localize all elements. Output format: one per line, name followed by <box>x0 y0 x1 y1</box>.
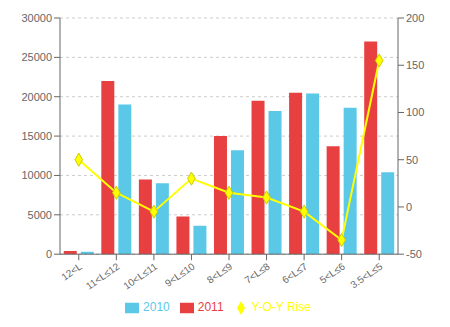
svg-text:5<L≤6: 5<L≤6 <box>318 260 348 285</box>
svg-text:9<L≤10: 9<L≤10 <box>163 260 197 289</box>
html-text:2011: 2011 <box>197 300 224 315</box>
svg-text:15000: 15000 <box>21 130 52 142</box>
svg-text:25000: 25000 <box>21 51 52 63</box>
svg-text:10<L≤11: 10<L≤11 <box>121 260 159 291</box>
svg-text:10000: 10000 <box>21 169 52 181</box>
svg-text:12<L: 12<L <box>59 260 84 282</box>
svg-text:20000: 20000 <box>21 91 52 103</box>
svg-text:-50: -50 <box>406 248 422 260</box>
svg-text:3.5<L≤5: 3.5<L≤5 <box>348 260 384 290</box>
svg-text:50: 50 <box>406 154 418 166</box>
svg-text:150: 150 <box>406 59 424 71</box>
svg-text:0: 0 <box>46 248 52 260</box>
svg-text:5000: 5000 <box>28 209 52 221</box>
svg-text:30000: 30000 <box>21 12 52 24</box>
svg-text:8<L≤9: 8<L≤9 <box>205 260 235 285</box>
html-text:Y-O-Y Rise: Y-O-Y Rise <box>251 300 311 315</box>
svg-text:7<L≤8: 7<L≤8 <box>243 260 273 285</box>
svg-text:200: 200 <box>406 12 424 24</box>
html-text:2010: 2010 <box>143 300 170 315</box>
svg-text:100: 100 <box>406 106 424 118</box>
svg-text:6<L≤7: 6<L≤7 <box>280 260 310 285</box>
svg-text:0: 0 <box>406 201 412 213</box>
svg-text:11<L≤12: 11<L≤12 <box>84 260 122 291</box>
